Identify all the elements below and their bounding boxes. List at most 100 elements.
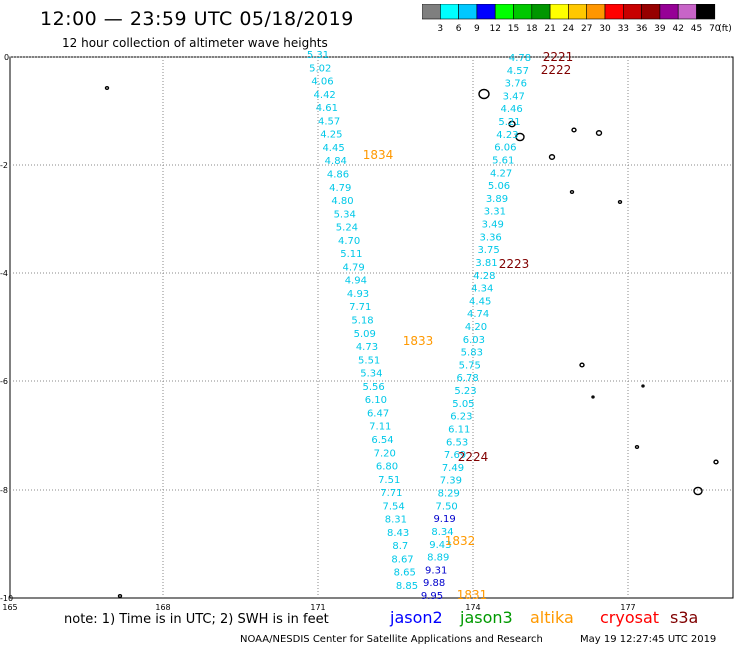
swh-value-cryosat: 4.28 (473, 271, 495, 282)
footer-timestamp: May 19 12:27:45 UTC 2019 (580, 634, 717, 645)
swh-value-altika: 4.42 (314, 90, 336, 101)
island (478, 88, 490, 100)
swh-value-cryosat: 6.11 (448, 424, 470, 435)
legend-swatch (677, 4, 697, 20)
footer-note: note: 1) Time is in UTC; 2) SWH is in fe… (64, 612, 329, 627)
swh-value-altika: 4.73 (356, 342, 378, 353)
swh-value-altika: 5.18 (351, 316, 373, 327)
swh-value-cryosat: 4.20 (465, 322, 487, 333)
swh-value-cryosat: 3.89 (486, 194, 508, 205)
swh-value-cryosat: 9.19 (433, 514, 455, 525)
swh-value-altika: 7.20 (374, 448, 396, 459)
swh-value-cryosat: 3.76 (505, 79, 527, 90)
legend-label: 15 (508, 24, 519, 34)
legend-label: 24 (563, 24, 575, 34)
legend-swatch (604, 4, 624, 20)
satellite-label-jason3: jason3 (460, 608, 513, 627)
swh-value-cryosat: 3.81 (475, 258, 497, 269)
swh-value-altika: 7.11 (369, 422, 391, 433)
swh-value-cryosat: 6.53 (446, 437, 468, 448)
legend-label: 12 (489, 24, 500, 34)
swh-value-cryosat: 4.57 (507, 66, 529, 77)
legend-label: 9 (474, 24, 480, 34)
swh-value-altika: 6.54 (371, 435, 393, 446)
swh-value-altika: 8.7 (392, 541, 408, 552)
legend-label: 42 (672, 24, 683, 34)
legend-swatch (696, 4, 716, 20)
satellite-label-cryosat: cryosat (600, 608, 660, 627)
swh-value-cryosat: 6.78 (456, 373, 478, 384)
swh-value-altika: 4.80 (331, 196, 353, 207)
island (117, 593, 123, 599)
pass-time-label: 1831 (457, 588, 488, 602)
pass-time-label: 2222 (541, 63, 572, 77)
swh-value-altika: 4.79 (342, 262, 364, 273)
island (579, 362, 585, 368)
color-scale-legend: 3 6 9 12 15 18 21 24 27 30 33 36 39 42 45 70(ft) (422, 4, 732, 34)
swh-value-altika: 5.56 (362, 382, 384, 393)
swh-value-altika: 4.94 (345, 276, 367, 287)
swh-value-altika: 4.84 (325, 156, 347, 167)
swh-value-cryosat: 4.27 (490, 168, 512, 179)
swh-value-cryosat: 8.29 (438, 489, 460, 500)
swh-value-cryosat: 4.23 (496, 130, 518, 141)
legend-swatch (586, 4, 606, 20)
swh-value-altika: 5.51 (358, 355, 380, 366)
swh-value-cryosat: 5.61 (492, 155, 514, 166)
swh-value-altika: 5.02 (309, 63, 331, 74)
swh-value-cryosat: 5.83 (461, 348, 483, 359)
swh-value-altika: 5.24 (336, 223, 358, 234)
legend-label: 70 (709, 24, 721, 34)
swh-value-cryosat: 9.31 (425, 565, 447, 576)
swh-value-altika: 4.79 (329, 183, 351, 194)
island (591, 395, 595, 399)
swh-value-cryosat: 9.95 (421, 591, 443, 602)
chart-subtitle: 12 hour collection of altimeter wave hei… (62, 36, 328, 50)
swh-value-cryosat: 7.69 (444, 450, 466, 461)
swh-value-cryosat: 3.49 (482, 220, 504, 231)
y-axis-label: -10 (0, 594, 13, 603)
island (571, 127, 577, 133)
legend-swatch (641, 4, 661, 20)
legend-swatch (458, 4, 478, 20)
legend-label: 3 (437, 24, 443, 34)
legend-swatch (549, 4, 569, 20)
swh-value-altika: 7.51 (378, 475, 400, 486)
island (634, 444, 640, 450)
satellite-label-altika: altika (530, 608, 574, 627)
swh-value-altika: 4.06 (311, 77, 333, 88)
y-axis-label: -2 (0, 161, 8, 170)
swh-value-altika: 4.45 (322, 143, 344, 154)
x-axis-label: 168 (155, 603, 170, 612)
y-axis-label: 0 (4, 53, 9, 62)
swh-value-cryosat: 4.78 (509, 53, 531, 64)
legend-swatch (623, 4, 642, 20)
swh-value-cryosat: 7.49 (442, 463, 464, 474)
swh-value-cryosat: 5.75 (459, 360, 481, 371)
legend-label: 39 (654, 24, 666, 34)
swh-value-cryosat: 3.47 (503, 91, 525, 102)
legend-swatch (494, 4, 514, 20)
swh-value-altika: 4.86 (327, 169, 349, 180)
island (617, 199, 623, 205)
swh-value-altika: 4.61 (316, 103, 338, 114)
swh-value-cryosat: 4.45 (469, 296, 491, 307)
swh-value-cryosat: 9.43 (429, 540, 451, 551)
pass-time-label: 2221 (543, 50, 574, 64)
pass-time-label: 1832 (445, 534, 476, 548)
swh-value-cryosat: 5.06 (488, 181, 510, 192)
legend-label: 33 (618, 24, 629, 34)
y-axis-label: -6 (0, 377, 8, 386)
swh-value-altika: 6.10 (365, 395, 387, 406)
legend-swatch (531, 4, 551, 20)
map-frame (9, 56, 734, 599)
swh-value-cryosat: 4.46 (500, 104, 522, 115)
swh-value-altika: 8.67 (391, 554, 413, 565)
swh-value-cryosat: 7.50 (436, 501, 458, 512)
swh-value-cryosat: 7.39 (440, 476, 462, 487)
legend-swatch (659, 4, 679, 20)
island (104, 85, 110, 91)
legend-swatch (422, 4, 441, 20)
island (713, 459, 719, 465)
